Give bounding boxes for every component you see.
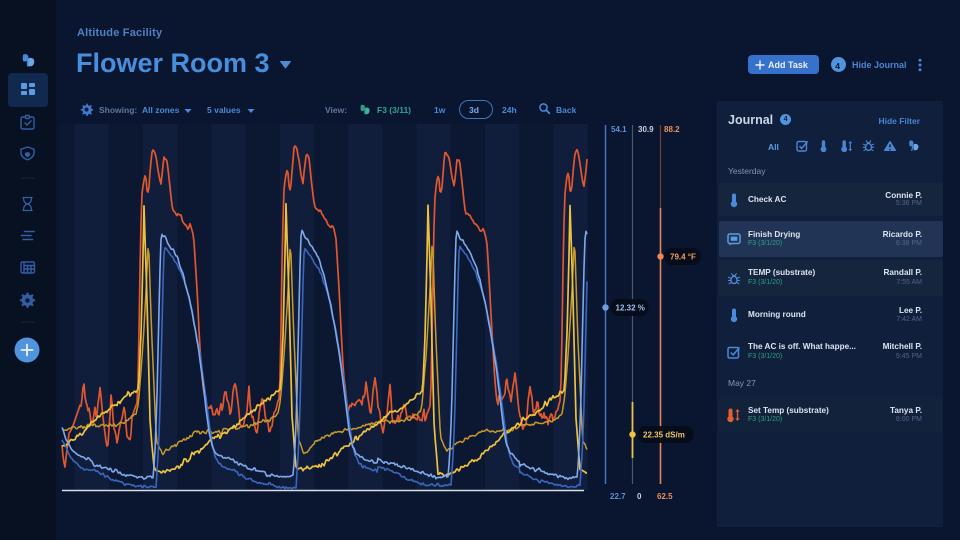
svg-text:62.5: 62.5 <box>657 492 673 501</box>
svg-text:30.9: 30.9 <box>638 125 654 134</box>
svg-text:79.4 °F: 79.4 °F <box>670 253 696 262</box>
svg-text:88.2: 88.2 <box>664 125 680 134</box>
svg-text:22.7: 22.7 <box>610 492 626 501</box>
svg-text:12.32 %: 12.32 % <box>616 304 645 313</box>
svg-text:54.1: 54.1 <box>611 125 627 134</box>
svg-text:0: 0 <box>637 492 642 501</box>
svg-text:22.35 dS/m: 22.35 dS/m <box>643 431 685 440</box>
